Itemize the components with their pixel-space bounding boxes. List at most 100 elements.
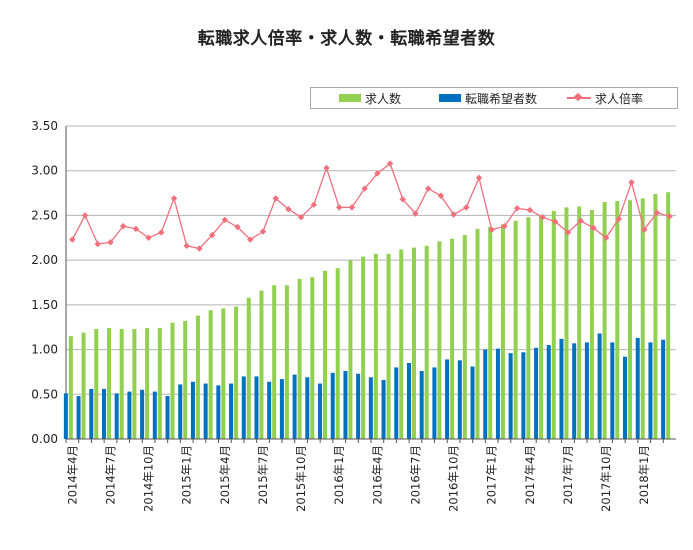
- x-tick-label: 2017年10月: [599, 445, 613, 512]
- bar-jobs: [234, 306, 239, 439]
- ratio-point: [437, 192, 445, 199]
- bar-seekers: [432, 367, 437, 439]
- bar-jobs: [170, 322, 175, 439]
- y-tick-label: 2.00: [31, 253, 58, 267]
- bar-seekers: [610, 342, 615, 439]
- x-tick-label: 2017年1月: [485, 445, 499, 505]
- x-tick-label: 2016年1月: [332, 445, 346, 505]
- legend-label-ratio: 求人倍率: [595, 91, 644, 106]
- y-tick-label: 0.00: [31, 432, 58, 446]
- ratio-point: [69, 236, 76, 243]
- bar-jobs: [106, 328, 111, 439]
- bar-jobs: [373, 253, 378, 439]
- ratio-point: [119, 222, 127, 230]
- bar-seekers: [648, 342, 653, 439]
- ratio-point: [94, 240, 101, 248]
- bar-jobs: [462, 235, 467, 439]
- ratio-point: [412, 210, 419, 217]
- bar-jobs: [577, 206, 582, 439]
- y-tick-label: 3.00: [31, 164, 58, 178]
- bar-seekers: [140, 389, 145, 439]
- ratio-point: [107, 239, 114, 246]
- ratio-point: [234, 223, 241, 231]
- ratio-point: [361, 185, 368, 192]
- bar-seekers: [635, 337, 640, 439]
- bar-seekers: [419, 371, 424, 439]
- ratio-point: [285, 205, 292, 213]
- bar-seekers: [597, 333, 602, 439]
- bar-seekers: [318, 383, 323, 439]
- bar-jobs: [68, 336, 73, 439]
- bar-seekers: [76, 396, 81, 439]
- bar-seekers: [368, 377, 373, 439]
- legend-item-seekers: 転職希望者数: [439, 88, 537, 108]
- bar-jobs: [361, 256, 366, 439]
- ratio-point: [221, 216, 229, 224]
- ratio-point: [526, 206, 534, 214]
- bar-seekers: [279, 379, 284, 439]
- bar-jobs: [183, 320, 188, 439]
- ratio-point: [386, 160, 394, 167]
- legend: 求人数 転職希望者数 求人倍率: [310, 87, 678, 109]
- bar-seekers: [114, 393, 119, 439]
- bar-jobs: [628, 200, 633, 439]
- bar-seekers: [127, 391, 132, 439]
- bar-jobs: [348, 260, 353, 439]
- x-tick-label: 2018年1月: [637, 445, 651, 505]
- x-tick-label: 2016年7月: [408, 445, 422, 505]
- bar-seekers: [89, 388, 94, 439]
- bar-seekers: [178, 384, 183, 439]
- bar-seekers: [584, 342, 589, 439]
- bar-seekers: [559, 338, 564, 439]
- bar-jobs: [272, 285, 277, 439]
- bar-jobs: [221, 308, 226, 439]
- bar-seekers: [495, 348, 500, 439]
- bar-jobs: [615, 201, 620, 439]
- bar-jobs: [411, 247, 416, 439]
- bar-seekers: [521, 352, 526, 439]
- bar-seekers: [457, 360, 462, 439]
- bar-jobs: [437, 241, 442, 439]
- x-tick-label: 2014年4月: [65, 445, 79, 505]
- bar-seekers: [216, 385, 221, 439]
- ratio-point: [424, 185, 432, 192]
- bar-jobs: [589, 210, 594, 439]
- bar-jobs: [310, 277, 315, 439]
- x-tick-label: 2017年4月: [523, 445, 537, 505]
- bar-seekers: [546, 345, 551, 439]
- ratio-point: [564, 229, 572, 236]
- bar-seekers: [483, 349, 488, 439]
- bar-seekers: [406, 362, 411, 439]
- legend-swatch-jobs: [339, 94, 361, 102]
- ratio-point: [374, 170, 381, 177]
- ratio-point: [208, 231, 216, 239]
- y-tick-label: 0.50: [31, 387, 58, 401]
- legend-item-jobs: 求人数: [339, 88, 401, 108]
- bar-jobs: [208, 310, 213, 439]
- ratio-point: [539, 214, 546, 221]
- bar-jobs: [132, 329, 137, 439]
- ratio-point: [259, 228, 267, 235]
- legend-label-jobs: 求人数: [365, 91, 402, 106]
- bar-seekers: [267, 381, 272, 439]
- bar-jobs: [475, 228, 480, 439]
- bar-jobs: [145, 328, 150, 439]
- bar-jobs: [666, 192, 671, 439]
- bar-jobs: [640, 198, 645, 439]
- bar-seekers: [572, 343, 577, 439]
- ratio-point: [628, 179, 635, 186]
- ratio-point: [183, 242, 190, 250]
- legend-swatch-seekers: [439, 94, 461, 102]
- ratio-point: [132, 225, 140, 233]
- ratio-point: [552, 218, 559, 225]
- ratio-point: [348, 204, 356, 211]
- x-tick-label: 2015年7月: [256, 445, 270, 505]
- ratio-point: [297, 214, 305, 221]
- ratio-point: [653, 209, 661, 216]
- bar-jobs: [195, 315, 200, 439]
- bar-jobs: [653, 193, 658, 439]
- bar-seekers: [229, 383, 234, 439]
- bar-jobs: [424, 245, 429, 439]
- bar-jobs: [386, 253, 391, 439]
